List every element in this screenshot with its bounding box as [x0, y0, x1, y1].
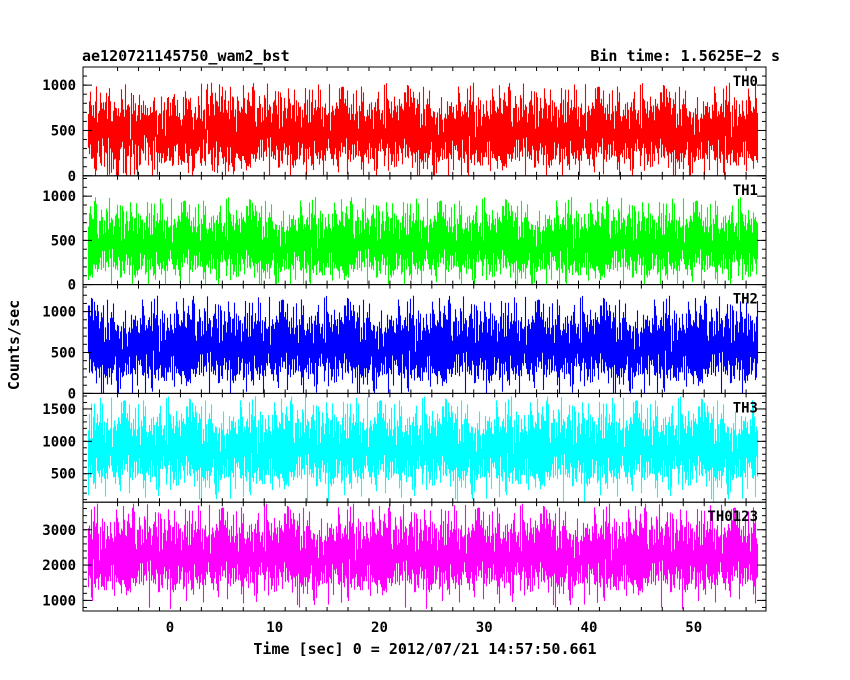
x-axis-label: Time [sec] 0 = 2012/07/21 14:57:50.661 — [253, 640, 596, 658]
channel-label: TH1 — [733, 183, 758, 199]
y-tick-label: 500 — [51, 123, 76, 139]
series-th0 — [87, 82, 759, 176]
series-th3 — [87, 396, 759, 503]
y-tick-label: 1500 — [42, 402, 76, 418]
x-axis: 0 10 20 30 40 50 — [166, 620, 702, 636]
channel-label: TH0123 — [707, 509, 758, 525]
y-tick-label: 2000 — [42, 558, 76, 574]
panel-frame — [82, 501, 767, 612]
channel-label: TH2 — [733, 292, 758, 308]
y-tick-label: 0 — [68, 169, 76, 185]
panel-th3: 500 1000 1500 TH3 — [42, 392, 767, 503]
panel-th0: 0 500 1000 TH0 — [42, 66, 767, 185]
title-left: ae120721145750_wam2_bst — [82, 47, 290, 65]
y-tick-label: 0 — [68, 278, 76, 294]
y-tick-label: 0 — [68, 386, 76, 402]
x-tick-label: 50 — [685, 620, 702, 636]
panel-th0123: 1000 2000 3000 TH0123 — [42, 501, 767, 612]
y-tick-label: 500 — [51, 233, 76, 249]
y-tick-label: 1000 — [42, 78, 76, 94]
panels: 0 500 1000 TH0 0 500 1000 TH1 0 500 1000 TH2 500 1000… — [42, 66, 767, 612]
x-tick-label: 40 — [581, 620, 598, 636]
x-tick-label: 0 — [166, 620, 174, 636]
y-tick-label: 1000 — [42, 434, 76, 450]
y-tick-label: 1000 — [42, 305, 76, 321]
panel-th1: 0 500 1000 TH1 — [42, 175, 767, 294]
y-tick-label: 500 — [51, 467, 76, 483]
x-tick-label: 20 — [371, 620, 388, 636]
y-tick-label: 3000 — [42, 523, 76, 539]
channel-label: TH0 — [733, 74, 758, 90]
x-tick-label: 10 — [266, 620, 283, 636]
series-th0123 — [87, 503, 759, 609]
channel-label: TH3 — [733, 400, 758, 416]
title-right: Bin time: 1.5625E−2 s — [590, 47, 780, 65]
y-tick-label: 1000 — [42, 593, 76, 609]
y-tick-label: 1000 — [42, 189, 76, 205]
series-th1 — [87, 197, 759, 285]
y-axis-label: Counts/sec — [5, 300, 23, 390]
x-tick-label: 30 — [476, 620, 493, 636]
y-tick-label: 500 — [51, 345, 76, 361]
series-th2 — [87, 295, 759, 394]
panel-th2: 0 500 1000 TH2 — [42, 284, 767, 402]
